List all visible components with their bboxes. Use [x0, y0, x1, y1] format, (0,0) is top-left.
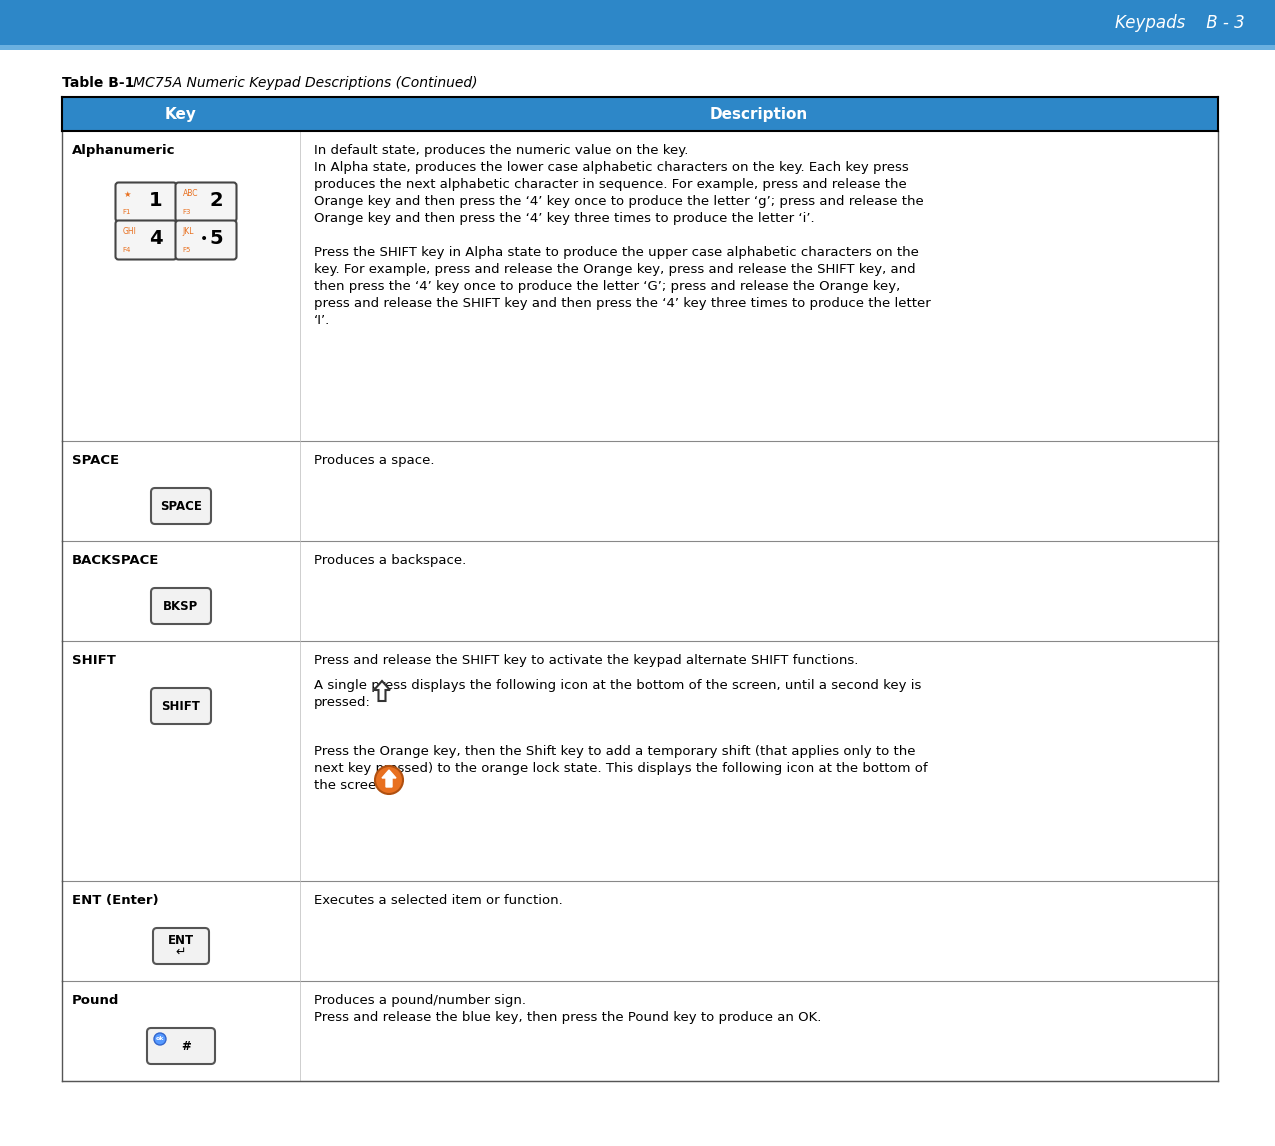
- Text: SPACE: SPACE: [161, 500, 201, 512]
- Text: 5: 5: [209, 229, 223, 249]
- Bar: [62, 131, 1218, 441]
- Text: ENT: ENT: [168, 934, 194, 948]
- Text: press and release the SHIFT key and then press the ‘4’ key three times to produc: press and release the SHIFT key and then…: [314, 297, 931, 311]
- Text: Table B-1: Table B-1: [62, 76, 134, 91]
- Text: ★: ★: [124, 189, 131, 198]
- Text: then press the ‘4’ key once to produce the letter ‘G’; press and release the Ora: then press the ‘4’ key once to produce t…: [314, 280, 900, 293]
- Bar: [0, 45, 1275, 50]
- Text: F5: F5: [182, 246, 191, 252]
- Circle shape: [154, 1033, 166, 1045]
- Text: F3: F3: [182, 209, 191, 214]
- Bar: [62, 541, 1218, 641]
- Text: Press and release the SHIFT key to activate the keypad alternate SHIFT functions: Press and release the SHIFT key to activ…: [314, 654, 858, 667]
- Text: next key pressed) to the orange lock state. This displays the following icon at : next key pressed) to the orange lock sta…: [314, 762, 928, 775]
- Text: ‘I’.: ‘I’.: [314, 314, 330, 327]
- Text: In Alpha state, produces the lower case alphabetic characters on the key. Each k: In Alpha state, produces the lower case …: [314, 160, 909, 174]
- Text: F1: F1: [122, 209, 131, 214]
- Text: 1: 1: [149, 191, 163, 211]
- Text: BACKSPACE: BACKSPACE: [71, 554, 159, 567]
- Text: MC75A Numeric Keypad Descriptions (Continued): MC75A Numeric Keypad Descriptions (Conti…: [120, 76, 478, 91]
- Text: SHIFT: SHIFT: [71, 654, 116, 667]
- Text: ABC: ABC: [182, 188, 198, 197]
- Text: DRAFT: DRAFT: [293, 354, 980, 799]
- Bar: [62, 97, 1218, 131]
- Text: Orange key and then press the ‘4’ key once to produce the letter ‘g’; press and : Orange key and then press the ‘4’ key on…: [314, 195, 924, 209]
- Text: ENT (Enter): ENT (Enter): [71, 894, 158, 906]
- Bar: [62, 441, 1218, 541]
- FancyBboxPatch shape: [150, 488, 210, 524]
- Text: In default state, produces the numeric value on the key.: In default state, produces the numeric v…: [314, 144, 688, 157]
- Bar: [62, 981, 1218, 1081]
- Text: SHIFT: SHIFT: [162, 699, 200, 713]
- Text: Orange key and then press the ‘4’ key three times to produce the letter ‘i’.: Orange key and then press the ‘4’ key th…: [314, 212, 815, 225]
- Text: Press and release the blue key, then press the Pound key to produce an OK.: Press and release the blue key, then pre…: [314, 1011, 821, 1025]
- FancyBboxPatch shape: [153, 928, 209, 964]
- Text: BKSP: BKSP: [163, 599, 199, 612]
- Text: F4: F4: [122, 246, 131, 252]
- Text: Press the Orange key, then the Shift key to add a temporary shift (that applies : Press the Orange key, then the Shift key…: [314, 745, 915, 758]
- Text: ok: ok: [156, 1036, 164, 1042]
- Text: Alphanumeric: Alphanumeric: [71, 144, 176, 157]
- Bar: [0, 0, 1275, 45]
- Text: Produces a space.: Produces a space.: [314, 454, 435, 468]
- Text: Produces a backspace.: Produces a backspace.: [314, 554, 467, 567]
- Text: Press the SHIFT key in Alpha state to produce the upper case alphabetic characte: Press the SHIFT key in Alpha state to pr…: [314, 246, 919, 259]
- Text: •: •: [200, 231, 208, 246]
- Polygon shape: [382, 770, 397, 787]
- Text: Keypads    B - 3: Keypads B - 3: [1116, 14, 1244, 31]
- FancyBboxPatch shape: [116, 220, 176, 259]
- Text: Description: Description: [710, 107, 808, 121]
- FancyBboxPatch shape: [176, 220, 236, 259]
- Text: produces the next alphabetic character in sequence. For example, press and relea: produces the next alphabetic character i…: [314, 178, 907, 191]
- Circle shape: [375, 766, 403, 794]
- Bar: [62, 881, 1218, 981]
- Text: JKL: JKL: [182, 227, 194, 235]
- FancyBboxPatch shape: [116, 182, 176, 221]
- Text: SPACE: SPACE: [71, 454, 119, 468]
- Text: the screen:: the screen:: [314, 779, 389, 792]
- Text: Executes a selected item or function.: Executes a selected item or function.: [314, 894, 562, 906]
- FancyBboxPatch shape: [176, 182, 236, 221]
- FancyBboxPatch shape: [150, 688, 210, 724]
- Text: Pound: Pound: [71, 994, 120, 1007]
- Text: Produces a pound/number sign.: Produces a pound/number sign.: [314, 994, 527, 1007]
- Text: ↵: ↵: [176, 945, 186, 958]
- Polygon shape: [374, 681, 390, 701]
- Text: Key: Key: [164, 107, 196, 121]
- Bar: [62, 641, 1218, 881]
- Text: key. For example, press and release the Orange key, press and release the SHIFT : key. For example, press and release the …: [314, 262, 915, 276]
- Text: 4: 4: [149, 229, 163, 249]
- Text: 2: 2: [209, 191, 223, 211]
- FancyBboxPatch shape: [150, 588, 210, 625]
- FancyBboxPatch shape: [147, 1028, 215, 1063]
- Text: GHI: GHI: [122, 227, 136, 235]
- Text: pressed:: pressed:: [314, 696, 371, 709]
- Text: A single press displays the following icon at the bottom of the screen, until a : A single press displays the following ic…: [314, 678, 922, 692]
- Text: #: #: [181, 1039, 191, 1052]
